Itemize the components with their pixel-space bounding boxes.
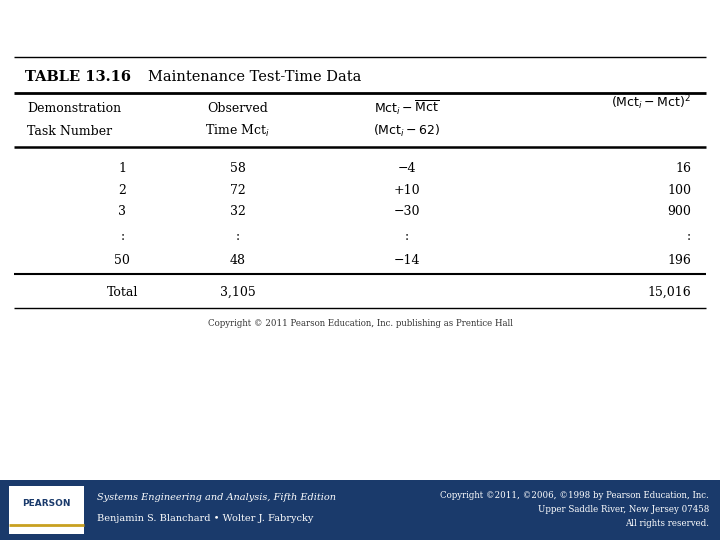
Text: 50: 50	[114, 254, 130, 267]
Text: Systems Engineering and Analysis, Fifth Edition: Systems Engineering and Analysis, Fifth …	[97, 494, 336, 502]
Text: Total: Total	[107, 286, 138, 299]
Text: +10: +10	[394, 184, 420, 197]
Text: 58: 58	[230, 162, 246, 175]
Text: 3,105: 3,105	[220, 286, 256, 299]
Text: PEARSON: PEARSON	[22, 500, 71, 508]
Text: Demonstration: Demonstration	[27, 102, 122, 114]
Text: :: :	[235, 230, 240, 243]
Text: −4: −4	[397, 162, 416, 175]
Text: Copyright © 2011 Pearson Education, Inc. publishing as Prentice Hall: Copyright © 2011 Pearson Education, Inc.…	[207, 320, 513, 328]
Text: Maintenance Test-Time Data: Maintenance Test-Time Data	[148, 70, 361, 84]
Text: Benjamin S. Blanchard • Wolter J. Fabrycky: Benjamin S. Blanchard • Wolter J. Fabryc…	[97, 514, 314, 523]
Text: 2: 2	[119, 184, 126, 197]
Text: 900: 900	[667, 205, 691, 218]
Text: Copyright ©2011, ©2006, ©1998 by Pearson Education, Inc.: Copyright ©2011, ©2006, ©1998 by Pearson…	[441, 491, 709, 500]
Text: All rights reserved.: All rights reserved.	[625, 519, 709, 528]
Text: :: :	[405, 230, 409, 243]
Text: 3: 3	[118, 205, 127, 218]
Text: TABLE 13.16: TABLE 13.16	[25, 70, 131, 84]
Text: Observed: Observed	[207, 102, 268, 114]
Text: −30: −30	[394, 205, 420, 218]
Text: 1: 1	[118, 162, 127, 175]
Text: 15,016: 15,016	[647, 286, 691, 299]
Text: :: :	[687, 230, 691, 243]
Text: Time Mct$_i$: Time Mct$_i$	[205, 123, 270, 139]
Bar	[0, 480, 720, 540]
Text: 72: 72	[230, 184, 246, 197]
Text: Upper Saddle River, New Jersey 07458: Upper Saddle River, New Jersey 07458	[538, 505, 709, 514]
Text: $\mathrm{Mct}_i - \overline{\mathrm{Mct}}$: $\mathrm{Mct}_i - \overline{\mathrm{Mct}…	[374, 99, 439, 117]
Bar	[9, 486, 84, 534]
Text: 196: 196	[667, 254, 691, 267]
Text: 16: 16	[675, 162, 691, 175]
Text: $(\mathrm{Mct}_i - 62)$: $(\mathrm{Mct}_i - 62)$	[373, 123, 441, 139]
Text: :: :	[120, 230, 125, 243]
Text: 100: 100	[667, 184, 691, 197]
Text: Task Number: Task Number	[27, 125, 112, 138]
Text: 32: 32	[230, 205, 246, 218]
Text: −14: −14	[394, 254, 420, 267]
Text: $(\mathrm{Mct}_i - \mathrm{Mct})^2$: $(\mathrm{Mct}_i - \mathrm{Mct})^2$	[611, 93, 691, 112]
Text: 48: 48	[230, 254, 246, 267]
